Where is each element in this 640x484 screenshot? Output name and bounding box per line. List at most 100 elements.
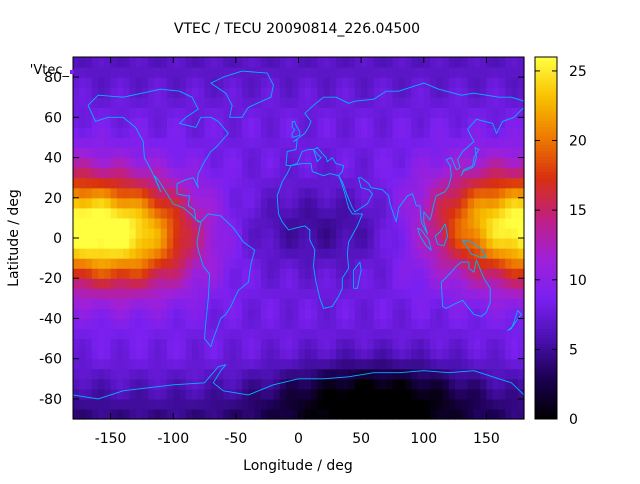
heat-cell bbox=[342, 248, 350, 259]
heat-cell bbox=[279, 328, 287, 340]
heat-cell bbox=[198, 77, 206, 88]
heat-cell bbox=[361, 167, 368, 179]
heat-cell bbox=[398, 308, 406, 320]
coastline-japan bbox=[460, 147, 480, 176]
heat-cell bbox=[260, 127, 268, 139]
heat-cell bbox=[229, 338, 237, 350]
heat-cell bbox=[79, 207, 87, 219]
heat-cell bbox=[392, 197, 400, 209]
heat-cell bbox=[217, 388, 224, 400]
heat-cell bbox=[392, 258, 400, 269]
heat-cell bbox=[110, 398, 118, 410]
heat-cell bbox=[273, 117, 281, 128]
heat-cell bbox=[204, 328, 212, 340]
heat-cell bbox=[392, 67, 400, 78]
heat-cell bbox=[298, 67, 306, 78]
heat-cell bbox=[511, 157, 519, 169]
heat-cell bbox=[179, 147, 187, 159]
heat-cell bbox=[110, 368, 118, 380]
heat-cell bbox=[329, 338, 337, 350]
heat-cell bbox=[467, 97, 475, 108]
heat-cell bbox=[367, 157, 375, 169]
heat-cell bbox=[135, 77, 143, 88]
heat-cell bbox=[342, 398, 350, 410]
heat-cell bbox=[273, 157, 281, 169]
heat-cell bbox=[110, 308, 118, 320]
heat-cell bbox=[329, 308, 337, 320]
heat-cell bbox=[404, 258, 412, 269]
heat-cell bbox=[292, 197, 300, 209]
heat-cell bbox=[498, 388, 506, 400]
heat-cell bbox=[298, 157, 306, 169]
heat-cell bbox=[179, 67, 187, 78]
heat-cell bbox=[392, 107, 400, 118]
heat-cell bbox=[217, 77, 224, 88]
heat-cell bbox=[480, 117, 488, 128]
heat-cell bbox=[160, 388, 168, 400]
heat-cell bbox=[129, 137, 137, 149]
colorbar-segment bbox=[535, 201, 557, 206]
heat-cell bbox=[436, 398, 444, 410]
heat-cell bbox=[292, 157, 300, 169]
heat-cell bbox=[285, 87, 293, 98]
heat-cell bbox=[204, 147, 212, 159]
heat-cell bbox=[486, 207, 494, 219]
heat-cell bbox=[273, 348, 281, 360]
heat-cell bbox=[279, 137, 287, 149]
heat-cell bbox=[430, 107, 437, 118]
heat-cell bbox=[473, 238, 481, 249]
heat-cell bbox=[404, 167, 412, 179]
heat-cell bbox=[436, 318, 444, 330]
heat-cell bbox=[392, 338, 400, 350]
heat-cell bbox=[511, 117, 519, 128]
heat-cell bbox=[517, 217, 525, 229]
heat-cell bbox=[141, 288, 149, 299]
heat-cell bbox=[379, 127, 387, 139]
heat-cell bbox=[116, 207, 124, 219]
heat-cell bbox=[85, 298, 93, 309]
heat-cell bbox=[254, 308, 262, 320]
heat-cell bbox=[486, 258, 494, 269]
heat-cell bbox=[279, 197, 287, 209]
heat-cell bbox=[348, 157, 356, 169]
heat-cell bbox=[248, 227, 256, 239]
heat-cell bbox=[423, 127, 431, 139]
heat-cell bbox=[110, 338, 118, 350]
heat-cell bbox=[185, 127, 193, 139]
heat-cell bbox=[354, 238, 362, 249]
heat-cell bbox=[480, 378, 488, 390]
colorbar-segment bbox=[535, 397, 557, 402]
heat-cell bbox=[517, 408, 525, 420]
heat-cell bbox=[304, 177, 312, 189]
y-tick-label: 80 bbox=[44, 70, 62, 86]
heat-cell bbox=[98, 187, 105, 199]
heat-cell bbox=[461, 157, 469, 169]
heat-cell bbox=[442, 127, 450, 139]
heat-cell bbox=[285, 308, 293, 320]
heat-cell bbox=[436, 408, 444, 420]
heat-cell bbox=[254, 127, 262, 139]
heat-cell bbox=[323, 137, 331, 149]
heat-cell bbox=[398, 127, 406, 139]
coastline-new-zealand bbox=[507, 309, 522, 331]
heat-cell bbox=[166, 157, 174, 169]
heat-cell bbox=[467, 258, 475, 269]
heat-cell bbox=[354, 167, 362, 179]
heat-cell bbox=[273, 77, 281, 88]
heat-cell bbox=[329, 87, 337, 98]
heat-cell bbox=[166, 137, 174, 149]
heat-cell bbox=[129, 187, 137, 199]
heat-cell bbox=[179, 127, 187, 139]
heat-cell bbox=[173, 248, 181, 259]
heat-cell bbox=[248, 167, 256, 179]
heat-cell bbox=[248, 368, 256, 380]
heat-cell bbox=[148, 67, 156, 78]
heat-cell bbox=[217, 278, 224, 289]
heat-cell bbox=[311, 408, 318, 420]
heat-cell bbox=[129, 238, 137, 249]
heat-cell bbox=[492, 308, 500, 320]
heat-cell bbox=[480, 147, 488, 159]
heat-cell bbox=[160, 97, 168, 108]
heat-cell bbox=[298, 77, 306, 88]
heat-cell bbox=[398, 117, 406, 128]
